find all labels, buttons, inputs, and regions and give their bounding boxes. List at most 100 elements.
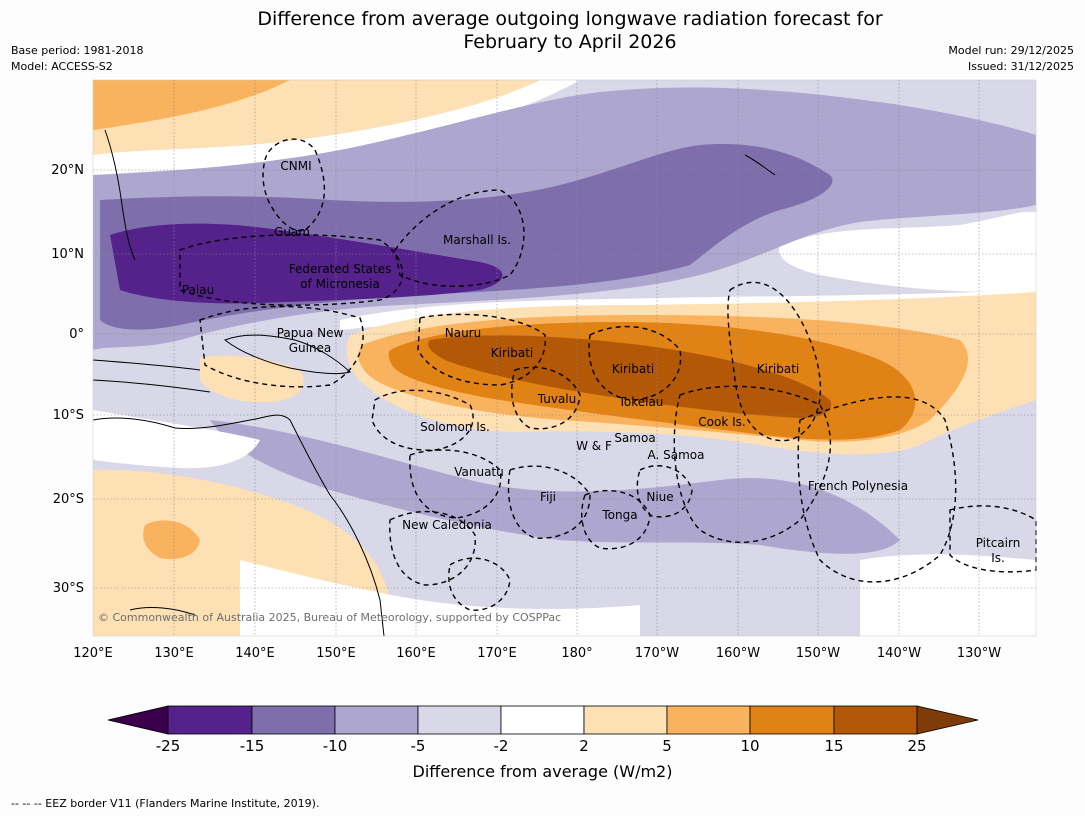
colorbar-title: Difference from average (W/m2) <box>412 762 673 781</box>
longitude-tick-label: 120°E <box>73 646 113 661</box>
field-south-purple <box>210 420 900 554</box>
label-solomon: Solomon Is. <box>420 420 490 434</box>
model-name: Model: ACCESS-S2 <box>11 60 113 73</box>
colorbar-over-arrow <box>916 705 979 735</box>
label-marshall: Marshall Is. <box>443 233 511 247</box>
coast-australia <box>92 414 385 637</box>
model-run: Model run: 29/12/2025 <box>948 44 1074 57</box>
colorbar-tick-label: 25 <box>907 737 927 755</box>
colorbar-tick-label: -15 <box>239 737 265 755</box>
anomaly-field <box>93 80 1036 636</box>
colorbar-band <box>500 705 585 735</box>
eez-cook <box>673 385 832 543</box>
title-line-2: February to April 2026 <box>463 31 677 53</box>
eez-kiribati-east <box>588 325 682 401</box>
latitude-tick-label: 10°N <box>51 247 84 262</box>
longitude-tick-label: 150°E <box>316 646 356 661</box>
graticule <box>93 80 1036 636</box>
field-se-white <box>860 554 1036 636</box>
field-png-orange <box>200 355 304 403</box>
label-american-samoa: A. Samoa <box>648 448 705 462</box>
label-nauru: Nauru <box>445 326 481 340</box>
colorbar-tick-label: -10 <box>322 737 348 755</box>
latitude-tick-label: 30°S <box>53 581 84 596</box>
label-kiribati-central: Kiribati <box>612 362 654 376</box>
coast-png <box>224 334 352 375</box>
label-wallis: W & F <box>576 439 612 453</box>
label-tokelau: Tokelau <box>618 395 664 409</box>
label-tuvalu: Tuvalu <box>537 392 577 406</box>
colorbar-tick-label: 15 <box>824 737 844 755</box>
colorbar-band <box>833 705 918 735</box>
label-pitcairn-1: Pitcairn <box>976 536 1021 550</box>
label-kiribati-east: Kiribati <box>757 362 799 376</box>
label-samoa: Samoa <box>614 431 655 445</box>
copyright-notice: © Commonwealth of Australia 2025, Bureau… <box>98 611 561 624</box>
field-ne-white <box>779 211 1036 292</box>
field-north-white-band <box>93 80 580 175</box>
colorbar-tick-label: -25 <box>155 737 181 755</box>
title-line-1: Difference from average outgoing longwav… <box>257 8 883 30</box>
colorbar <box>107 705 979 735</box>
longitude-tick-label: 130°E <box>154 646 194 661</box>
longitude-tick-label: 150°W <box>796 646 840 661</box>
colorbar-tick-label: 5 <box>662 737 672 755</box>
base-period: Base period: 1981-2018 <box>11 44 144 57</box>
label-tonga: Tonga <box>601 508 637 522</box>
label-png-2: Guinea <box>289 341 332 355</box>
field-north-deep-purple <box>110 223 503 304</box>
longitude-tick-label: 140°W <box>877 646 921 661</box>
longitude-tick-label: 140°E <box>235 646 275 661</box>
eez-new-caledonia <box>389 510 476 586</box>
colorbar-under-arrow <box>107 705 169 735</box>
longitude-tick-label: 160°W <box>716 646 760 661</box>
label-pitcairn-2: Is. <box>991 551 1005 565</box>
label-new-caledonia: New Caledonia <box>402 518 492 532</box>
eez-tuvalu <box>511 366 581 430</box>
eez-fsm <box>179 234 404 306</box>
label-french-polynesia: French Polynesia <box>808 479 908 493</box>
map-title: Difference from average outgoing longwav… <box>0 8 1085 54</box>
meta-right: Model run: 29/12/2025 Issued: 31/12/2025 <box>948 43 1074 75</box>
colorbar-band <box>251 705 336 735</box>
longitude-tick-label: 180° <box>561 646 592 661</box>
eez-kermadec <box>448 557 511 611</box>
eez-line-islands <box>727 281 822 442</box>
issued-date: Issued: 31/12/2025 <box>967 60 1074 73</box>
label-fiji: Fiji <box>540 490 556 504</box>
label-fsm-2: of Micronesia <box>300 277 380 291</box>
label-vanuatu: Vanuatu <box>454 465 504 479</box>
latitude-tick-label: 10°S <box>53 408 84 423</box>
latitude-tick-label: 20°S <box>53 492 84 507</box>
label-cnmi: CNMI <box>280 159 311 173</box>
longitude-tick-labels: 120°E 130°E 140°E 150°E 160°E 170°E 180° 170°W 1… <box>73 646 1001 661</box>
colorbar-tick-label: -2 <box>493 737 509 755</box>
label-png-1: Papua New <box>277 326 344 340</box>
eez-png <box>199 305 364 388</box>
field-north-orange <box>93 80 290 130</box>
eez-tonga <box>581 489 651 550</box>
coast-indonesia <box>92 359 211 393</box>
field-australia-white <box>93 410 260 469</box>
latitude-tick-label: 20°N <box>51 163 84 178</box>
eez-niue <box>636 465 693 518</box>
map-frame <box>92 79 1037 637</box>
colorbar-band <box>749 705 835 735</box>
field-australia-orange <box>143 520 200 560</box>
colorbar-band <box>167 705 253 735</box>
colorbar-band <box>417 705 502 735</box>
region-labels: CNMI Guam Marshall Is. Federated States … <box>182 159 1020 565</box>
eez-french-polynesia <box>797 396 957 583</box>
meta-left: Base period: 1981-2018 Model: ACCESS-S2 <box>11 43 143 75</box>
field-south-white <box>240 560 640 636</box>
coastlines <box>92 129 776 637</box>
label-cook: Cook Is. <box>698 415 745 429</box>
longitude-tick-label: 170°E <box>477 646 517 661</box>
eez-marshall <box>394 189 525 287</box>
coast-philippines <box>104 129 136 261</box>
coast-new-zealand <box>129 607 196 616</box>
coast-hawaii <box>744 154 776 176</box>
latitude-tick-label: 0° <box>69 327 84 342</box>
latitude-tick-labels: 20°N 10°N 0° 10°S 20°S 30°S <box>51 163 84 596</box>
